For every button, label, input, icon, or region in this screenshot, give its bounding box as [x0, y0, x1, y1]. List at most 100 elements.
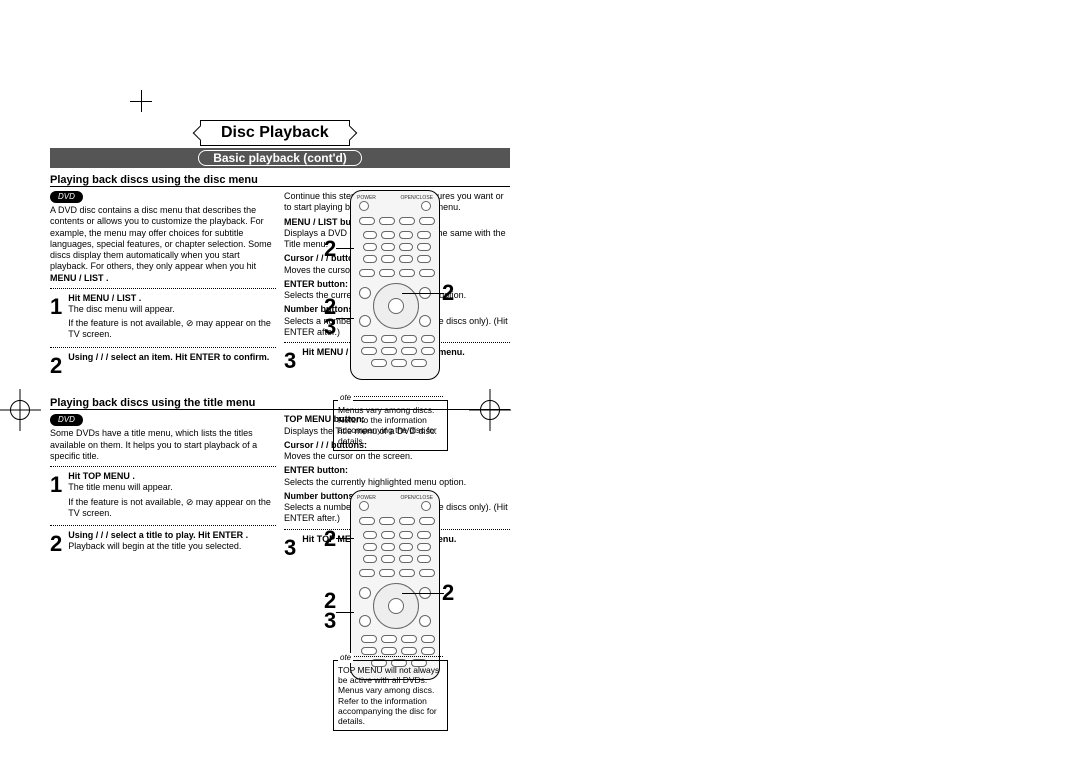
callout-2-left: 2	[324, 236, 336, 262]
remote-btn	[359, 269, 375, 277]
s2-b3d: Selects the currently highlighted menu o…	[284, 477, 466, 487]
remote-power-label: POWER	[357, 495, 376, 501]
s1-step1-title: Hit MENU / LIST .	[68, 293, 141, 303]
s1-intro: A DVD disc contains a disc menu that des…	[50, 205, 272, 271]
s2-step1-body: The title menu will appear.	[68, 482, 173, 492]
remote-open-label: OPEN/CLOSE	[400, 195, 433, 201]
remote-power-btn	[359, 201, 369, 211]
step-num-2: 2	[50, 352, 62, 380]
remote-num	[363, 231, 377, 239]
remote-btn	[421, 347, 435, 355]
remote-btn	[379, 569, 395, 577]
remote-num	[399, 531, 413, 539]
callout-line	[402, 293, 444, 294]
note-tag: ote	[338, 393, 353, 403]
remote-btn	[399, 517, 415, 525]
remote-num	[381, 543, 395, 551]
remote-btn	[421, 335, 435, 343]
callout-line	[336, 318, 354, 319]
crop-mark	[130, 90, 152, 112]
step-num-1: 1	[50, 293, 62, 321]
remote-num	[381, 243, 395, 251]
remote-num	[399, 555, 413, 563]
remote-btn	[421, 635, 435, 643]
remote-btn	[359, 217, 375, 225]
remote-btn	[401, 347, 417, 355]
remote-btn	[419, 569, 435, 577]
dvd-badge: DVD	[50, 414, 83, 426]
remote-btn	[381, 347, 397, 355]
remote-body: POWER OPEN/CLOSE	[350, 190, 440, 380]
remote-btn	[421, 647, 435, 655]
remote-btn	[359, 517, 375, 525]
s1-step2: 2 Using / / / select an item. Hit ENTER …	[50, 352, 276, 380]
remote-num	[363, 555, 377, 563]
remote-btn	[361, 335, 377, 343]
s2-b2d: Moves the cursor on the screen.	[284, 451, 413, 461]
s1-step2-text: Using / / / select an item. Hit ENTER to…	[68, 352, 269, 362]
note2-text: TOP MENU will not always be active with …	[338, 665, 439, 726]
s2-intro: Some DVDs have a title menu, which lists…	[50, 428, 276, 462]
s2-step1: 1 Hit TOP MENU . The title menu will app…	[50, 471, 276, 521]
separator	[50, 288, 276, 289]
step-num-2b: 2	[50, 530, 62, 558]
s2-step2-tail: Playback will begin at the title you sel…	[68, 541, 241, 551]
remote-num	[417, 555, 431, 563]
remote-btn	[391, 359, 407, 367]
callout-line	[336, 248, 354, 249]
remote-btn	[419, 217, 435, 225]
page-title-text: Disc Playback	[221, 124, 329, 141]
s1-step1: 1 Hit MENU / LIST . The disc menu will a…	[50, 293, 276, 343]
remote-btn	[379, 517, 395, 525]
remote-btn	[379, 269, 395, 277]
remote-btn	[399, 217, 415, 225]
callout-line	[402, 593, 444, 594]
remote-num	[363, 543, 377, 551]
note-tag: ote	[338, 653, 353, 663]
remote-num	[363, 255, 377, 263]
remote-enter	[388, 598, 404, 614]
remote-btn	[379, 217, 395, 225]
remote-body: POWER OPEN/CLOSE	[350, 490, 440, 680]
remote-num	[399, 255, 413, 263]
note1-text: Menus vary among discs. Refer to the inf…	[338, 405, 437, 446]
remote-btn	[359, 315, 371, 327]
remote-btn	[361, 635, 377, 643]
step-num-3b: 3	[284, 534, 296, 562]
registration-mark	[10, 400, 30, 420]
remote-btn	[381, 647, 397, 655]
callout-2-left: 2	[324, 526, 336, 552]
s2-b3t: ENTER button:	[284, 465, 348, 475]
page-title: Disc Playback	[200, 120, 350, 146]
remote-btn	[359, 287, 371, 299]
remote-btn	[359, 587, 371, 599]
remote-btn	[371, 359, 387, 367]
remote-num	[381, 231, 395, 239]
remote-power-btn	[359, 501, 369, 511]
remote-illustration-2: POWER OPEN/CLOSE	[330, 490, 450, 680]
callout-3-left: 3	[324, 314, 336, 340]
note-box-1: ote Menus vary among discs. Refer to the…	[333, 400, 448, 451]
note-box-2: ote TOP MENU will not always be active w…	[333, 660, 448, 731]
remote-open-btn	[421, 501, 431, 511]
remote-num	[417, 543, 431, 551]
remote-num	[417, 231, 431, 239]
s2-step1-note: If the feature is not available, ⊘ may a…	[68, 497, 276, 519]
s1-step1-body: The disc menu will appear.	[68, 304, 175, 314]
remote-num	[399, 231, 413, 239]
remote-num	[363, 243, 377, 251]
remote-num	[417, 255, 431, 263]
remote-btn	[359, 615, 371, 627]
s1-intro-tail: MENU / LIST .	[50, 273, 109, 283]
step-num-3: 3	[284, 347, 296, 375]
remote-enter	[388, 298, 404, 314]
dvd-badge: DVD	[50, 191, 83, 203]
remote-btn	[399, 569, 415, 577]
remote-btn	[361, 647, 377, 655]
remote-num	[417, 531, 431, 539]
remote-btn	[419, 269, 435, 277]
remote-num	[417, 243, 431, 251]
remote-btn	[411, 359, 427, 367]
section2-col1: DVD Some DVDs have a title menu, which l…	[50, 414, 276, 563]
s2-step1-title: Hit TOP MENU .	[68, 471, 135, 481]
